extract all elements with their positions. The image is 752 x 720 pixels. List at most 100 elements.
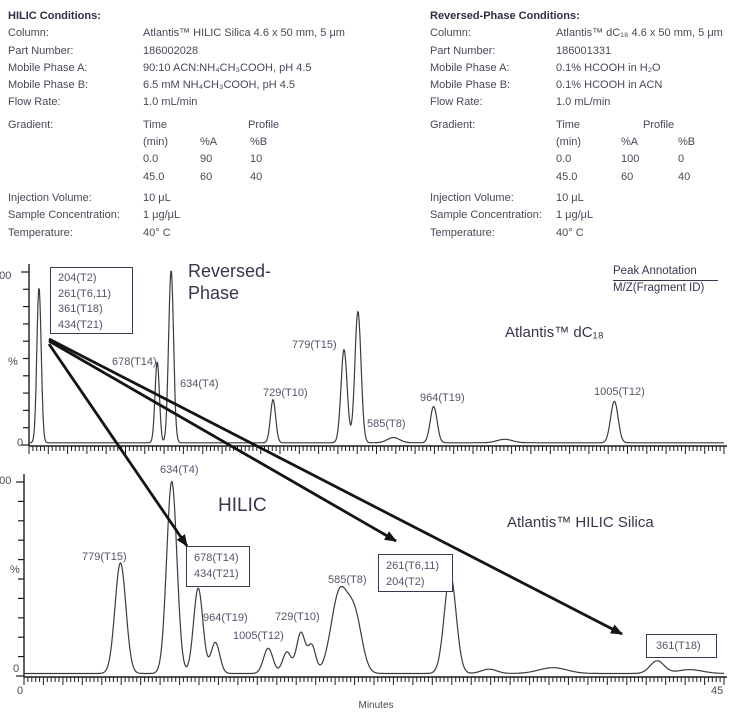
condition-row: Injection Volume: 10 μL [8, 190, 345, 207]
gradient-pct-b: 40 [678, 170, 691, 183]
gradient-col-a: %A [200, 136, 218, 149]
bottom-y-min-label: 0 [13, 663, 20, 675]
annotation-line: 261(T6,11) [58, 287, 111, 300]
condition-row: Injection Volume: 10 μL [430, 190, 723, 207]
gradient-subheader-row: (min) %A %B [8, 134, 345, 151]
x-min-label: 0 [17, 685, 24, 697]
hilic-conditions-title: HILIC Conditions: [8, 10, 101, 22]
peak-label: 1005(T12) [233, 630, 284, 642]
condition-row: Mobile Phase A: 90:10 ACN:NH₄CH₃COOH, pH … [8, 60, 345, 77]
gradient-col-a: %A [621, 136, 639, 149]
hilic-conditions-block: HILIC Conditions: Column: Atlantis™ HILIC… [8, 8, 345, 242]
annotation-line: 204(T2) [58, 272, 97, 284]
gradient-data-row: 45.0 60 40 [430, 169, 723, 186]
condition-label: Flow Rate: [430, 96, 483, 109]
condition-value: 10 μL [556, 191, 584, 204]
peak-label: 729(T10) [263, 387, 308, 399]
gradient-time: 45.0 [143, 170, 165, 183]
condition-label: Part Number: [430, 44, 496, 57]
condition-row: Mobile Phase B: 0.1% HCOOH in ACN [430, 77, 723, 94]
condition-label: Part Number: [8, 44, 74, 57]
peak-label: 1005(T12) [594, 386, 645, 398]
top-y-max-label: 100 [0, 270, 12, 282]
peak-label: 964(T19) [420, 392, 465, 404]
condition-row: Mobile Phase B: 6.5 mM NH₄CH₃COOH, pH 4.5 [8, 77, 345, 94]
coelution-annotation-box: 204(T2) 261(T6,11) 361(T18) 434(T21) [50, 267, 133, 334]
gradient-col-min: (min) [556, 136, 582, 149]
condition-value: 1 μg/μL [143, 209, 181, 222]
condition-value: 186001331 [556, 44, 612, 57]
condition-row: Flow Rate: 1.0 mL/min [430, 94, 723, 111]
annotation-line: 434(T21) [194, 568, 239, 580]
condition-label: Temperature: [430, 226, 495, 239]
condition-label: Mobile Phase B: [430, 79, 511, 92]
hilic-annotation-box-261-204: 261(T6,11) 204(T2) [378, 554, 453, 592]
condition-label: Gradient: [8, 118, 54, 131]
condition-value: 40° C [143, 226, 171, 239]
peak-label: 779(T15) [82, 551, 127, 563]
condition-label: Column: [430, 27, 471, 40]
condition-label: Mobile Phase B: [8, 79, 89, 92]
condition-value: 1 μg/μL [556, 209, 594, 222]
annotation-line: 434(T21) [58, 318, 103, 331]
annotation-line: 261(T6,11) [386, 560, 439, 572]
x-max-label: 45 [711, 685, 724, 697]
gradient-col-b: %B [250, 136, 268, 149]
condition-label: Injection Volume: [430, 191, 514, 204]
condition-row: Temperature: 40° C [430, 225, 723, 242]
bottom-chart-column-label: Atlantis™ HILIC Silica [507, 514, 654, 531]
annotation-line: 678(T14) [194, 552, 239, 564]
condition-label: Flow Rate: [8, 96, 61, 109]
annotation-line: 361(T18) [656, 640, 701, 652]
gradient-time-header: Time [556, 118, 581, 131]
condition-label: Sample Concentration: [430, 209, 542, 222]
bottom-y-max-label: 100 [0, 475, 12, 487]
condition-label: Temperature: [8, 226, 73, 239]
condition-value: 0.1% HCOOH in H₂O [556, 61, 661, 74]
gradient-time: 0.0 [556, 153, 572, 166]
legend-subtitle: M/Z(Fragment ID) [613, 282, 705, 294]
gradient-profile-header: Profile [248, 118, 280, 131]
gradient-pct-a: 100 [621, 153, 640, 166]
gradient-data-row: 0.0 100 0 [430, 151, 723, 168]
condition-label: Mobile Phase A: [430, 61, 510, 74]
condition-label: Gradient: [430, 118, 476, 131]
gradient-data-row: 0.0 90 10 [8, 151, 345, 168]
condition-row: Part Number: 186002028 [8, 43, 345, 60]
condition-row: Flow Rate: 1.0 mL/min [8, 94, 345, 111]
condition-value: 186002028 [143, 44, 199, 57]
annotation-line: 361(T18) [58, 303, 103, 315]
condition-label: Injection Volume: [8, 191, 92, 204]
peak-label: 634(T4) [180, 378, 219, 390]
peak-label: 634(T4) [160, 464, 199, 476]
x-axis-title: Minutes [358, 700, 394, 711]
condition-row: Part Number: 186001331 [430, 43, 723, 60]
top-chart-column-label: Atlantis™ dC₁₈ [505, 324, 604, 341]
peak-annotation-legend: Peak Annotation M/Z(Fragment ID) [613, 264, 718, 296]
gradient-pct-b: 10 [250, 153, 263, 166]
bottom-chart-title: HILIC [218, 495, 267, 516]
gradient-profile-header: Profile [643, 118, 675, 131]
hilic-annotation-box-678-434: 678(T14) 434(T21) [186, 546, 250, 587]
condition-value: Atlantis™ HILIC Silica 4.6 x 50 mm, 5 μm [143, 27, 345, 40]
hilic-annotation-box-361: 361(T18) [646, 634, 717, 658]
peak-label: 678(T14) [112, 356, 157, 368]
peak-label: 585(T8) [367, 418, 406, 430]
top-y-axis-label: % [8, 356, 18, 368]
condition-label: Column: [8, 27, 49, 40]
gradient-time: 0.0 [143, 153, 159, 166]
condition-row: Mobile Phase A: 0.1% HCOOH in H₂O [430, 60, 723, 77]
top-y-min-label: 0 [17, 437, 24, 449]
gradient-pct-a: 90 [200, 153, 213, 166]
condition-row: Column: Atlantis™ HILIC Silica 4.6 x 50 m… [8, 25, 345, 42]
gradient-header-row: Gradient: Time Profile [430, 117, 723, 134]
top-chart-title: Reversed-Phase [188, 261, 272, 303]
reversed-phase-conditions-block: Reversed-Phase Conditions: Column: Atlant… [430, 8, 723, 242]
gradient-pct-a: 60 [621, 170, 634, 183]
legend-title: Peak Annotation [613, 264, 718, 281]
gradient-time-header: Time [143, 118, 168, 131]
annotation-line: 204(T2) [386, 576, 425, 588]
peak-label: 585(T8) [328, 574, 367, 586]
condition-row: Sample Concentration: 1 μg/μL [8, 207, 345, 224]
